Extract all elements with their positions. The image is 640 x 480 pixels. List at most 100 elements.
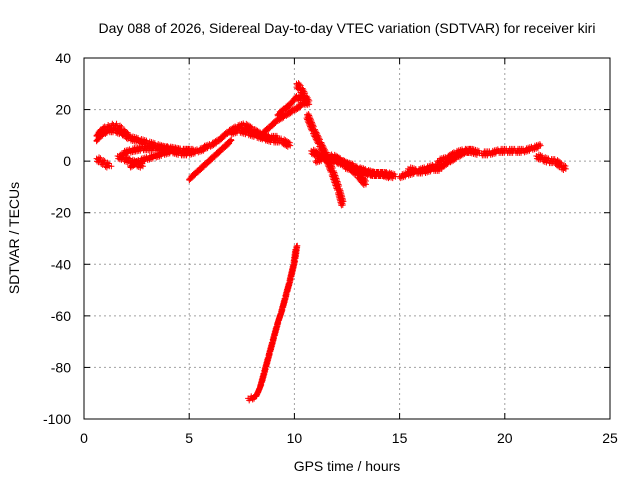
y-tick-label: -80 [51,359,71,375]
data-point [427,165,434,172]
data-point [419,168,426,175]
x-tick-label: 10 [287,430,303,446]
data-point [277,110,284,117]
data-point [358,165,365,172]
data-point [356,169,363,176]
x-tick-label: 0 [80,430,88,446]
x-tick-label: 15 [392,430,408,446]
data-point [149,155,156,162]
data-point [94,136,101,143]
data-point [335,159,342,166]
data-point [290,98,297,105]
x-tick-label: 5 [185,430,193,446]
plot-frame [83,57,611,420]
data-point [224,141,231,148]
data-point [349,163,356,170]
data-point [339,201,346,208]
y-tick-label: 20 [55,102,71,118]
data-point [287,142,294,149]
data-point [242,131,249,138]
data-point [118,127,125,134]
y-tick-label: 40 [55,50,71,66]
data-point [246,397,253,404]
data-point [250,133,257,140]
data-point [116,131,123,138]
data-point [108,163,115,170]
data-point [113,120,120,127]
data-point [271,121,278,128]
data-track [93,154,115,171]
x-axis-label: GPS time / hours [294,458,401,474]
data-point [143,137,150,144]
data-point [264,355,271,362]
data-point [244,127,251,134]
data-point [254,390,261,397]
data-point [492,150,499,157]
data-point [539,152,546,159]
data-point [277,311,284,318]
y-tick-label: -20 [51,205,71,221]
data-point [122,133,129,140]
data-point [253,391,260,398]
grid [84,58,610,419]
data-track [341,161,399,182]
data-point [273,324,280,331]
data-point [260,370,267,377]
data-point [253,393,260,400]
data-track [245,242,301,404]
data-track [434,145,483,166]
data-point [141,158,148,165]
axis-ticks: 0 5 10 15 20 25 -100 -80 -60 -40 -20 0 20 40 [43,50,618,446]
data-point [124,159,131,166]
data-point [281,295,288,302]
data-point [133,138,140,145]
data-point [125,132,132,139]
y-tick-label: -60 [51,308,71,324]
y-tick-label: -40 [51,256,71,272]
data-point [220,133,227,140]
data-point [255,387,262,394]
data-track [533,151,569,174]
data-point [562,165,569,172]
y-tick-label: 0 [63,153,71,169]
data-point [389,175,396,182]
data-point [362,181,369,188]
data-point [337,155,344,162]
data-point [124,129,131,136]
data-point [536,141,543,148]
data-point [537,142,544,149]
data-point [204,145,211,152]
chart-title: Day 088 of 2026, Sidereal Day-to-day VTE… [99,20,596,36]
data-point [126,155,133,162]
data-point [293,243,300,250]
data-point [256,385,263,392]
data-point [440,158,447,165]
data-point [262,128,269,135]
data-track [93,125,132,145]
data-point [135,134,142,141]
data-point [199,164,206,171]
data-point [137,164,144,171]
data-point [208,157,215,164]
data-point [118,156,125,163]
data-point [473,151,480,158]
data-point [268,339,275,346]
data-track [257,100,306,140]
y-tick-label: -100 [43,411,71,427]
data-track [186,136,235,184]
data-point [543,159,550,166]
data-point [191,172,198,179]
data-point [318,158,325,165]
data-point [402,173,409,180]
y-axis-label: SDTVAR / TECUs [6,182,22,294]
data-point [306,101,313,108]
data-point [526,147,533,154]
data-point [216,149,223,156]
data-track [478,141,544,159]
data-point [124,150,131,157]
data-point [252,129,259,136]
data-point [340,198,347,205]
data-point [391,171,398,178]
